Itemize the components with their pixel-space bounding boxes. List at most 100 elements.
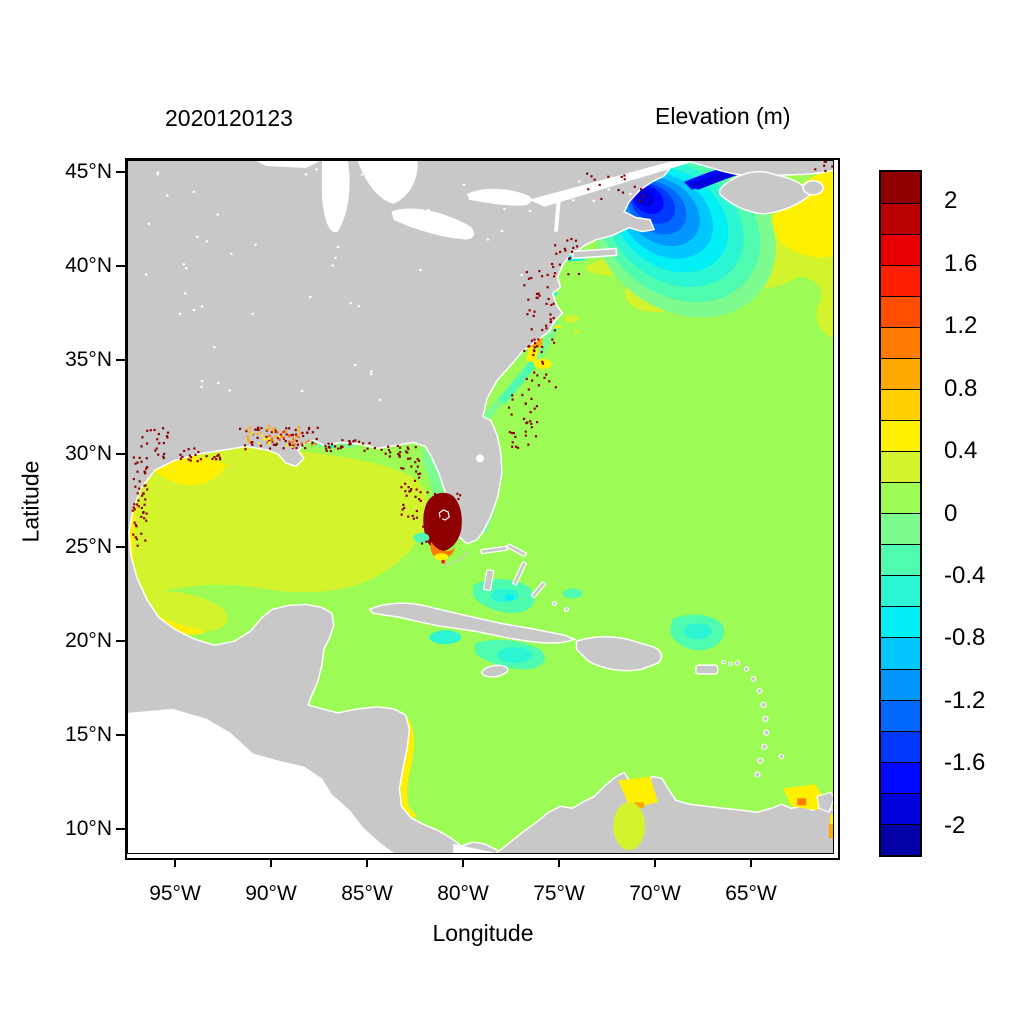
trinidad-land (816, 791, 834, 814)
south-america-land (493, 771, 834, 854)
colorbar-cell (881, 668, 920, 700)
gulf-of-venezuela-yellow (618, 776, 658, 809)
colorbar-cell (881, 699, 920, 731)
lesser-antilles (721, 659, 784, 778)
everglades-outline (438, 509, 450, 521)
colorbar-cell (881, 172, 920, 204)
colorbar-tick-label: -0.4 (944, 561, 986, 589)
colorbar-tick-label: -1.6 (944, 749, 986, 777)
colorbar-cell (881, 823, 920, 855)
y-tick-mark (116, 452, 125, 455)
colorbar-cell (881, 482, 920, 514)
lake-huron (357, 160, 418, 204)
x-tick-mark (654, 858, 656, 867)
colorbar-cell (881, 234, 920, 266)
colorbar-cell (881, 730, 920, 762)
lake-superior (254, 160, 322, 168)
x-tick-label: 90°W (245, 882, 297, 905)
y-tick-label: 15°N (65, 723, 112, 747)
florida-bay-teal (413, 532, 430, 543)
florida-red-dot (441, 559, 446, 564)
x-tick-mark (174, 858, 176, 867)
y-tick-mark (116, 734, 125, 737)
x-tick-label: 75°W (533, 882, 585, 905)
hispaniola-land (575, 636, 663, 672)
venezuela-orange-spot (634, 802, 645, 809)
colorbar-tick-label: 2 (944, 187, 958, 215)
run-timestamp-title: 2020120123 (165, 105, 293, 131)
x-tick-label: 70°W (629, 882, 681, 905)
coastal-speckles (131, 160, 834, 547)
colorbar-tick-label: 0.4 (944, 437, 978, 465)
hispaniola-se-teal-inner (683, 623, 712, 640)
y-tick-label: 25°N (65, 535, 112, 559)
elevation-map (127, 160, 834, 854)
lake-maracaibo-patch (613, 802, 646, 851)
y-tick-mark (116, 827, 125, 830)
x-tick-label: 85°W (341, 882, 393, 905)
y-tick-mark (116, 546, 125, 549)
lake-champlain (553, 201, 561, 232)
colorbar-cell (881, 265, 920, 297)
cape-breton-land (802, 180, 824, 196)
lake-erie (391, 208, 474, 240)
x-tick-label: 95°W (149, 882, 201, 905)
y-tick-label: 10°N (65, 816, 112, 840)
colorbar-cell (881, 575, 920, 607)
colorbar-cell (881, 606, 920, 638)
long-island (571, 247, 618, 260)
south-florida-darkred-blob (423, 492, 462, 552)
y-tick-label: 35°N (65, 347, 112, 371)
y-tick-label: 20°N (65, 629, 112, 653)
lake-okeechobee (476, 454, 484, 463)
colorbar-cell (881, 420, 920, 452)
colorbar-cell (881, 544, 920, 576)
x-tick-mark (750, 858, 752, 867)
colorbar-tick-label: 1.6 (944, 249, 978, 277)
colorbar-tick-label: -1.2 (944, 686, 986, 714)
colorbar-cell (881, 792, 920, 824)
y-tick-mark (116, 358, 125, 361)
edge-yellow-sliver (830, 814, 834, 825)
batabano-teal (429, 630, 462, 645)
north-america-land (127, 160, 684, 854)
cayman-teal-inner (496, 647, 533, 664)
georgia-inner-band (498, 360, 537, 405)
colorbar-title: Elevation (m) (655, 103, 791, 129)
x-tick-mark (462, 858, 464, 867)
st-lawrence-river (528, 160, 699, 207)
colorbar-cell (881, 637, 920, 669)
hatteras-yellow (554, 325, 561, 329)
colorbar-cell (881, 761, 920, 793)
colorbar-cell (881, 203, 920, 235)
bahamas-islands (480, 542, 570, 612)
y-tick-label: 45°N (65, 160, 112, 183)
colorbar-cell (881, 513, 920, 545)
lake-ontario (467, 188, 532, 206)
x-axis-label: Longitude (432, 920, 534, 946)
bahamas-cyan-dot (504, 594, 515, 601)
y-tick-label: 30°N (65, 441, 112, 465)
paria-orange-spot (797, 798, 807, 806)
lake-michigan (321, 160, 350, 233)
florida-yellow-tip (434, 553, 449, 561)
colorbar-tick-label: -2 (944, 811, 966, 839)
florida-keys (443, 552, 468, 567)
colorbar (879, 170, 922, 857)
turks-teal (562, 588, 583, 599)
small-band-spot (564, 315, 579, 324)
edge-orange-sliver (829, 824, 834, 839)
colorbar-tick-label: -0.8 (944, 624, 986, 652)
colorbar-tick-label: 0 (944, 499, 958, 527)
colorbar-cell (881, 327, 920, 359)
gulf-of-paria-yellow (783, 784, 824, 811)
y-tick-mark (116, 640, 125, 643)
jamaica-land (481, 664, 509, 678)
map-plot-area (125, 158, 840, 860)
puerto-rico-land (695, 664, 719, 675)
colorbar-cell (881, 296, 920, 328)
small-band-spot2 (573, 329, 580, 334)
colorbar-tick-label: 1.2 (944, 312, 978, 340)
x-tick-mark (366, 858, 368, 867)
